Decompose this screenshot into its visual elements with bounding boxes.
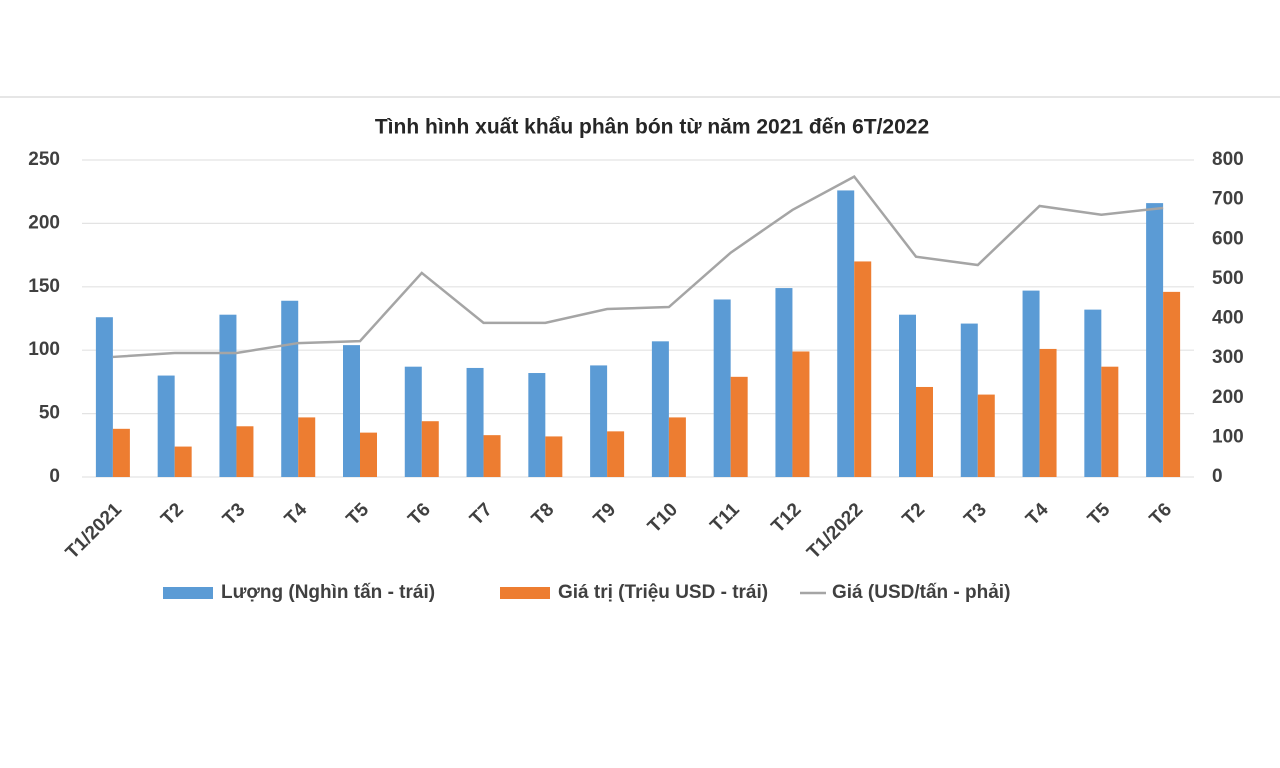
legend-label: Giá trị (Triệu USD - trái): [558, 582, 768, 603]
x-tick-label: T6: [404, 499, 435, 530]
x-tick-label: T3: [960, 499, 991, 530]
y2-tick-label: 0: [1212, 466, 1223, 487]
bar: [112, 428, 130, 477]
bar: [1163, 291, 1181, 477]
bar: [174, 446, 192, 477]
y2-tick-label: 100: [1212, 426, 1244, 447]
bar: [775, 288, 793, 477]
y-tick-label: 150: [28, 276, 60, 297]
x-tick-label: T6: [1146, 499, 1177, 530]
bar: [713, 299, 731, 477]
line: [112, 175, 1164, 359]
bar: [837, 190, 855, 477]
bar: [977, 394, 995, 477]
bar: [607, 431, 625, 477]
bar: [916, 386, 933, 477]
bar: [528, 373, 546, 477]
x-tick-label: T1/2021: [62, 499, 126, 563]
legend-swatch: [163, 587, 213, 599]
bar: [730, 376, 748, 477]
bar: [1022, 290, 1040, 477]
bar: [483, 435, 501, 477]
bar: [792, 351, 810, 477]
x-tick-label: T2: [899, 499, 930, 530]
y2-tick-label: 200: [1212, 387, 1244, 408]
y2-tick-label: 400: [1212, 308, 1244, 329]
bar: [236, 426, 254, 477]
bar: [545, 436, 563, 477]
y-tick-label: 0: [49, 466, 60, 487]
y-tick-label: 50: [39, 403, 60, 424]
y-tick-label: 200: [28, 212, 60, 233]
x-tick-label: T1/2022: [803, 499, 867, 563]
y-tick-label: 250: [28, 149, 60, 170]
bar: [219, 314, 237, 477]
y2-tick-label: 700: [1212, 189, 1244, 210]
bar: [1146, 203, 1164, 477]
bar: [404, 366, 422, 477]
legend-label: Lượng (Nghìn tấn - trái): [221, 582, 435, 603]
x-tick-label: T8: [528, 499, 559, 530]
x-tick-label: T3: [219, 499, 250, 530]
y2-tick-label: 300: [1212, 347, 1244, 368]
bar: [281, 300, 299, 477]
bar: [854, 261, 872, 477]
bar: [1039, 348, 1057, 477]
x-tick-label: T11: [706, 499, 744, 537]
bar: [668, 417, 686, 477]
bar: [421, 421, 439, 477]
bar: [1084, 309, 1102, 477]
y2-tick-label: 500: [1212, 268, 1244, 289]
bar: [590, 365, 608, 477]
chart-title: Tình hình xuất khẩu phân bón từ năm 2021…: [375, 116, 929, 139]
bar: [343, 345, 360, 477]
x-tick-label: T4: [1022, 499, 1053, 530]
bar: [298, 417, 316, 477]
x-tick-label: T7: [466, 499, 497, 530]
bar: [466, 367, 484, 477]
x-tick-label: T5: [1084, 499, 1115, 530]
legend: Lượng (Nghìn tấn - trái) Giá trị (Triệu U…: [163, 582, 1010, 603]
x-tick-label: T2: [157, 499, 188, 530]
bar: [360, 432, 377, 477]
bar: [651, 341, 669, 477]
legend-label: Giá (USD/tấn - phải): [832, 582, 1010, 603]
y2-tick-label: 600: [1212, 228, 1244, 249]
bar: [899, 314, 916, 477]
legend-swatch: [500, 587, 550, 599]
x-tick-label: T10: [644, 499, 682, 537]
y-tick-label: 100: [28, 339, 60, 360]
x-tick-label: T4: [281, 499, 312, 530]
bar: [960, 323, 978, 477]
x-tick-label: T12: [768, 499, 806, 537]
bar: [95, 317, 113, 477]
bar: [1101, 366, 1119, 477]
x-tick-label: T9: [590, 499, 621, 530]
bar: [157, 375, 175, 477]
y2-tick-label: 800: [1212, 149, 1244, 170]
x-tick-label: T5: [343, 499, 374, 530]
